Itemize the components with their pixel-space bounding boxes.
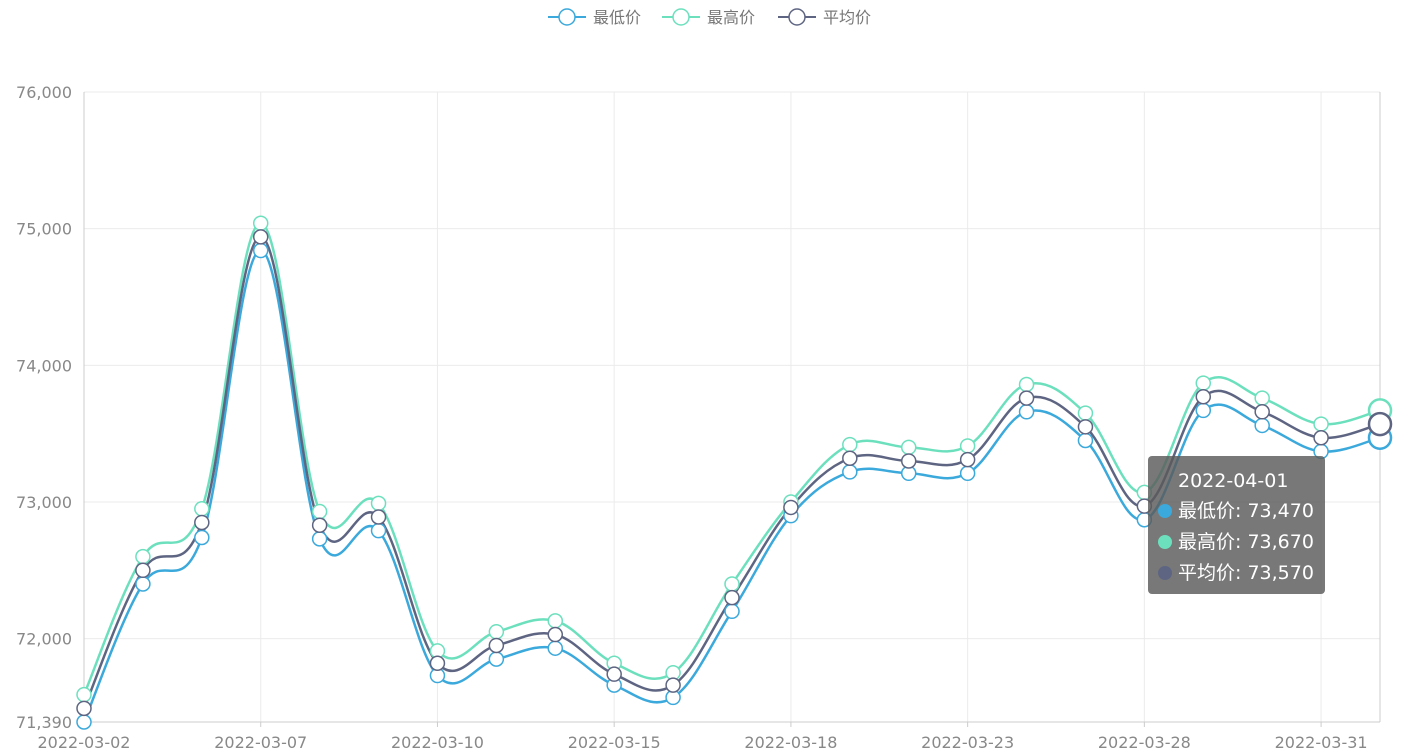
data-point-low[interactable] xyxy=(724,603,740,620)
y-tick-label: 74,000 xyxy=(16,356,72,375)
tooltip-dot-high xyxy=(1158,535,1172,549)
data-point-avg[interactable] xyxy=(370,509,387,525)
data-point-avg[interactable] xyxy=(606,666,622,682)
data-point-high[interactable] xyxy=(1195,375,1212,391)
data-point-avg[interactable] xyxy=(1254,404,1270,420)
y-tick-label: 73,000 xyxy=(16,493,72,512)
data-point-avg[interactable] xyxy=(1018,390,1035,406)
tooltip-dot-low xyxy=(1158,504,1172,518)
x-tick-label: 2022-03-23 xyxy=(921,733,1014,748)
legend-label-low: 最低价 xyxy=(593,8,641,27)
data-point-high[interactable] xyxy=(959,438,976,454)
data-point-high[interactable] xyxy=(1077,405,1094,421)
tooltip-title: 2022-04-01 xyxy=(1178,470,1289,492)
data-point-high[interactable] xyxy=(76,686,92,703)
data-point-high[interactable] xyxy=(488,624,505,640)
y-tick-label: 75,000 xyxy=(16,220,72,239)
data-point-low[interactable] xyxy=(1195,402,1212,419)
x-tick-label: 2022-03-15 xyxy=(568,733,661,748)
data-point-avg[interactable] xyxy=(959,451,976,468)
data-point-high[interactable] xyxy=(370,495,387,512)
tooltip-row-avg: 平均价: 73,570 xyxy=(1158,558,1325,589)
data-point-high[interactable] xyxy=(135,548,151,565)
data-point-avg[interactable] xyxy=(900,453,917,469)
data-point-high[interactable] xyxy=(311,503,328,520)
legend-label-avg: 平均价 xyxy=(823,8,871,27)
data-points xyxy=(76,215,1393,730)
data-point-high[interactable] xyxy=(194,501,210,517)
legend-item-avg[interactable]: 平均价 xyxy=(778,8,871,27)
data-point-high[interactable] xyxy=(842,436,858,453)
tooltip-dot-avg xyxy=(1158,566,1172,580)
data-point-avg[interactable] xyxy=(1077,419,1094,435)
data-point-avg[interactable] xyxy=(1195,389,1212,405)
data-point-low[interactable] xyxy=(1018,404,1035,420)
data-point-avg[interactable] xyxy=(252,229,269,245)
data-point-low[interactable] xyxy=(842,464,858,480)
tooltip-label-high: 最高价 xyxy=(1178,531,1236,553)
tooltip: 2022-04-01 最低价: 73,470 最高价: 73,670 平均价: … xyxy=(1148,456,1325,594)
data-point-low[interactable] xyxy=(76,714,92,730)
data-point-low[interactable] xyxy=(252,242,269,259)
data-point-low[interactable] xyxy=(370,522,387,539)
data-point-low[interactable] xyxy=(1254,417,1270,434)
data-point-low[interactable] xyxy=(488,651,505,667)
legend-marker-low xyxy=(558,8,576,26)
data-point-avg[interactable] xyxy=(76,700,92,717)
legend-item-low[interactable]: 最低价 xyxy=(548,8,641,27)
data-point-low[interactable] xyxy=(1077,432,1094,449)
grid-lines xyxy=(84,91,1380,722)
data-point-avg[interactable] xyxy=(488,637,505,654)
x-tick-label: 2022-03-10 xyxy=(391,733,484,748)
x-tick-label: 2022-03-28 xyxy=(1098,733,1191,748)
data-point-avg[interactable] xyxy=(842,450,858,466)
tooltip-row-high: 最高价: 73,670 xyxy=(1158,527,1325,558)
data-point-high[interactable] xyxy=(1018,376,1035,393)
tooltip-value-low: 73,470 xyxy=(1247,500,1314,522)
data-point-high[interactable] xyxy=(547,613,564,629)
tooltip-value-high: 73,670 xyxy=(1247,531,1314,553)
legend-label-high: 最高价 xyxy=(707,8,755,27)
data-point-low[interactable] xyxy=(135,576,151,592)
tooltip-row-low: 最低价: 73,470 xyxy=(1158,496,1325,527)
tooltip-value-avg: 73,570 xyxy=(1247,562,1314,584)
data-point-low[interactable] xyxy=(959,465,976,482)
y-tick-label: 71,390 xyxy=(16,713,72,732)
data-point-avg[interactable] xyxy=(1313,429,1329,446)
data-point-avg[interactable] xyxy=(547,626,564,643)
data-point-avg[interactable] xyxy=(429,655,446,671)
data-point-high[interactable] xyxy=(724,576,740,592)
legend-item-high[interactable]: 最高价 xyxy=(662,8,755,27)
x-tick-label: 2022-03-18 xyxy=(744,733,837,748)
data-point-avg[interactable] xyxy=(135,562,151,579)
x-tick-label: 2022-03-07 xyxy=(214,733,307,748)
data-point-high[interactable] xyxy=(900,439,917,456)
legend-marker-avg xyxy=(788,8,806,26)
data-point-avg[interactable] xyxy=(194,514,210,531)
data-point-avg[interactable] xyxy=(724,589,740,606)
data-point-low[interactable] xyxy=(311,531,328,547)
data-point-high[interactable] xyxy=(252,215,269,231)
data-point-avg[interactable] xyxy=(665,677,681,693)
data-point-low[interactable] xyxy=(547,640,564,656)
x-tick-label: 2022-03-31 xyxy=(1275,733,1368,748)
legend-marker-high xyxy=(672,8,690,26)
tooltip-label-avg: 平均价 xyxy=(1178,562,1236,584)
y-tick-label: 72,000 xyxy=(16,630,72,649)
legend[interactable]: 最低价 最高价 平均价 xyxy=(548,8,871,27)
data-point-high[interactable] xyxy=(1313,416,1329,432)
tooltip-label-low: 最低价 xyxy=(1178,500,1236,522)
data-point-high[interactable] xyxy=(1254,390,1270,406)
data-point-low[interactable] xyxy=(194,529,210,546)
x-tick-label: 2022-03-02 xyxy=(38,733,131,748)
data-point-avg[interactable] xyxy=(783,499,799,516)
data-point-avg[interactable] xyxy=(311,517,328,533)
data-point-avg[interactable] xyxy=(1367,411,1393,437)
y-tick-label: 76,000 xyxy=(16,83,72,102)
